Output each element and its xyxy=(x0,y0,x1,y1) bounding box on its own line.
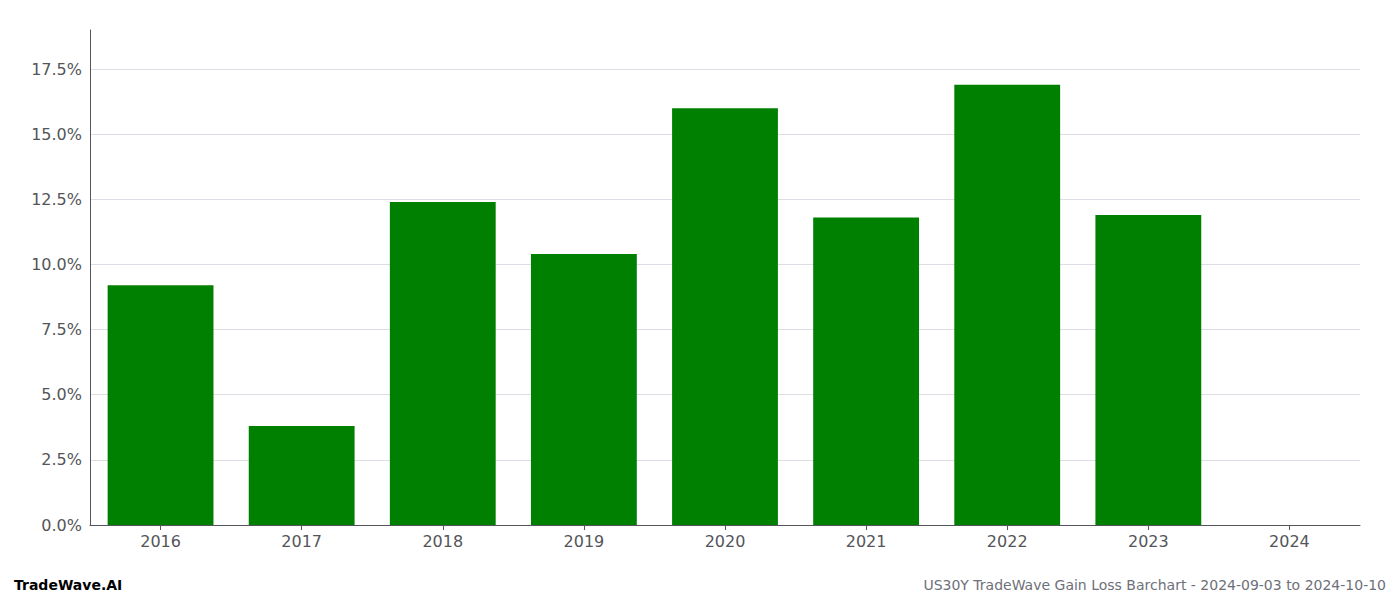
svg-text:2017: 2017 xyxy=(281,532,322,551)
svg-text:2.5%: 2.5% xyxy=(41,450,82,469)
svg-text:12.5%: 12.5% xyxy=(31,190,82,209)
svg-text:7.5%: 7.5% xyxy=(41,320,82,339)
svg-text:2024: 2024 xyxy=(1269,532,1310,551)
svg-text:0.0%: 0.0% xyxy=(41,516,82,535)
svg-text:2020: 2020 xyxy=(705,532,746,551)
svg-text:2018: 2018 xyxy=(422,532,463,551)
svg-text:2021: 2021 xyxy=(846,532,887,551)
svg-text:17.5%: 17.5% xyxy=(31,60,82,79)
svg-text:2019: 2019 xyxy=(564,532,605,551)
svg-text:2016: 2016 xyxy=(140,532,181,551)
svg-text:2023: 2023 xyxy=(1128,532,1169,551)
svg-text:10.0%: 10.0% xyxy=(31,255,82,274)
svg-text:5.0%: 5.0% xyxy=(41,385,82,404)
svg-text:15.0%: 15.0% xyxy=(31,125,82,144)
svg-text:TradeWave.AI: TradeWave.AI xyxy=(14,577,122,593)
svg-text:US30Y TradeWave Gain Loss Barc: US30Y TradeWave Gain Loss Barchart - 202… xyxy=(923,577,1386,593)
svg-text:2022: 2022 xyxy=(987,532,1028,551)
